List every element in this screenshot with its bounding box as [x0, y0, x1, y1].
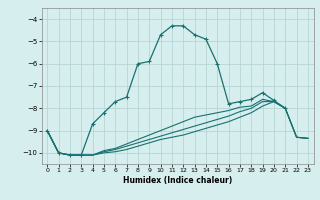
X-axis label: Humidex (Indice chaleur): Humidex (Indice chaleur) [123, 176, 232, 185]
